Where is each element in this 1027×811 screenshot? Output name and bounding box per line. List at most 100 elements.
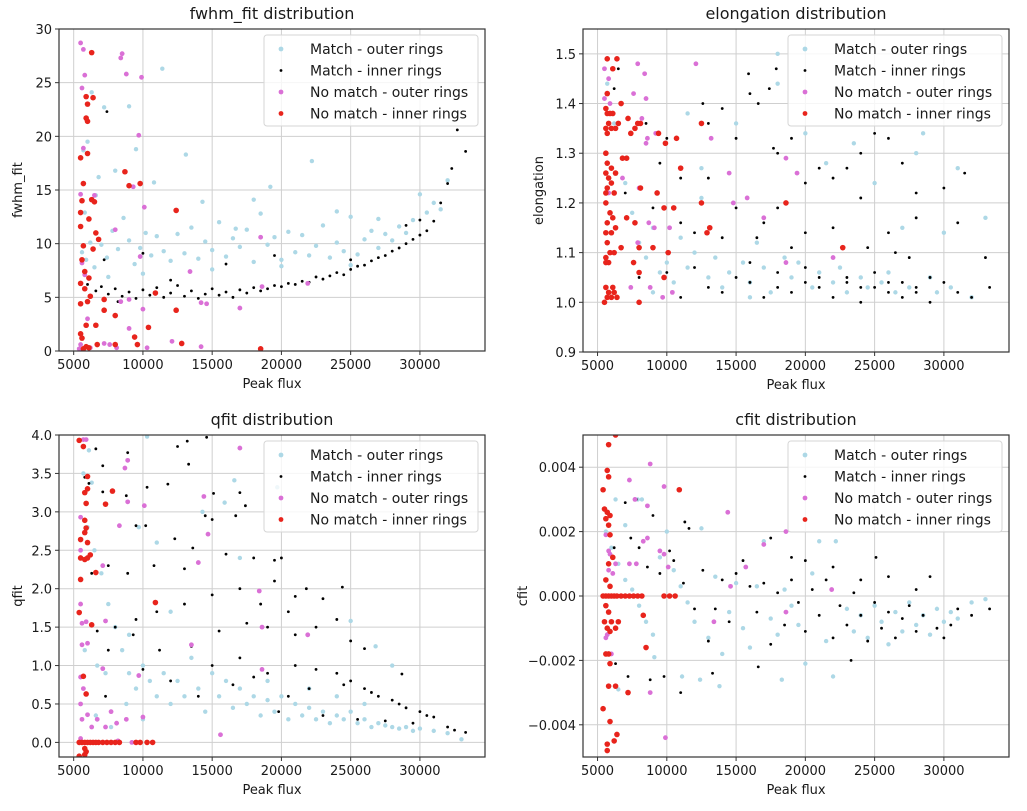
- data-point: [273, 284, 276, 287]
- data-point: [304, 587, 308, 591]
- data-point: [661, 593, 667, 599]
- data-point: [654, 190, 660, 196]
- legend-label: No match - outer rings: [834, 491, 992, 507]
- data-point: [831, 176, 835, 180]
- y-axis-label: qfit: [11, 585, 26, 607]
- data-point: [941, 230, 947, 235]
- data-point: [116, 739, 123, 746]
- data-point: [914, 630, 918, 633]
- data-point: [640, 538, 646, 544]
- data-point: [612, 546, 616, 550]
- data-point: [88, 49, 95, 56]
- data-point: [77, 280, 84, 287]
- data-point: [210, 593, 214, 597]
- data-point: [740, 260, 746, 265]
- data-point: [348, 214, 353, 220]
- data-point: [162, 295, 166, 299]
- data-point: [286, 281, 290, 285]
- data-point: [370, 691, 373, 694]
- data-point: [660, 294, 666, 300]
- data-point: [187, 269, 193, 274]
- data-point: [265, 242, 270, 247]
- data-point: [610, 571, 616, 576]
- data-point: [790, 290, 793, 294]
- data-point: [266, 625, 269, 629]
- data-point: [340, 585, 344, 589]
- series-match-inner-rings: [86, 110, 468, 304]
- data-point: [796, 260, 801, 265]
- data-point: [873, 271, 877, 274]
- data-point: [810, 285, 815, 290]
- data-point: [189, 289, 193, 293]
- data-point: [259, 284, 265, 289]
- data-point: [348, 618, 353, 624]
- data-point: [666, 593, 673, 599]
- data-point: [693, 266, 696, 269]
- data-point: [907, 604, 911, 608]
- legend-marker: [802, 495, 808, 501]
- data-point: [685, 600, 690, 605]
- data-point: [706, 275, 711, 280]
- data-point: [604, 90, 611, 97]
- data-point: [293, 594, 297, 598]
- data-point: [859, 613, 863, 617]
- data-point: [685, 265, 690, 270]
- data-point: [314, 667, 318, 671]
- data-point: [754, 584, 760, 589]
- data-point: [790, 555, 793, 559]
- data-point: [86, 344, 92, 351]
- data-point: [679, 674, 685, 679]
- data-point: [279, 264, 284, 269]
- data-point: [914, 191, 918, 195]
- data-point: [92, 192, 97, 198]
- data-point: [652, 654, 657, 660]
- y-axis-label: fwhm_fit: [11, 162, 26, 218]
- data-point: [720, 651, 725, 657]
- data-point: [872, 180, 877, 186]
- data-point: [397, 702, 401, 706]
- data-point: [151, 180, 157, 185]
- data-point: [418, 233, 422, 237]
- legend-marker: [279, 69, 283, 72]
- data-point: [658, 572, 662, 575]
- data-point: [769, 536, 773, 540]
- data-point: [81, 529, 88, 536]
- data-point: [622, 593, 629, 599]
- data-point: [131, 334, 138, 340]
- legend-box: [263, 440, 479, 533]
- data-point: [103, 618, 108, 624]
- data-point: [144, 435, 150, 439]
- data-point: [657, 270, 663, 275]
- data-point: [748, 584, 752, 588]
- data-point: [796, 622, 801, 628]
- data-point: [726, 609, 732, 615]
- data-point: [611, 121, 617, 126]
- data-point: [445, 730, 450, 736]
- data-point: [887, 281, 890, 284]
- data-point: [879, 619, 884, 624]
- data-point: [720, 285, 725, 290]
- data-point: [116, 523, 122, 529]
- legend-label: No match - inner rings: [834, 107, 991, 123]
- data-point: [396, 726, 402, 731]
- data-point: [76, 753, 83, 757]
- data-point: [175, 231, 180, 237]
- data-point: [252, 286, 256, 290]
- data-point: [390, 698, 394, 702]
- data-point: [280, 285, 283, 288]
- data-point: [105, 110, 109, 114]
- data-point: [79, 256, 85, 263]
- data-point: [341, 248, 346, 254]
- chart-title: fwhm_fit distribution: [190, 4, 355, 24]
- x-tick-label: 5000: [57, 764, 90, 779]
- y-tick-label: 2.5: [31, 544, 52, 559]
- x-tick-label: 5000: [57, 358, 90, 373]
- data-point: [810, 588, 814, 591]
- data-point: [600, 705, 606, 712]
- legend-marker: [802, 111, 808, 116]
- x-tick-label: 15000: [191, 358, 232, 373]
- data-point: [80, 346, 87, 351]
- data-point: [685, 111, 690, 116]
- data-point: [145, 324, 152, 331]
- data-point: [217, 293, 221, 297]
